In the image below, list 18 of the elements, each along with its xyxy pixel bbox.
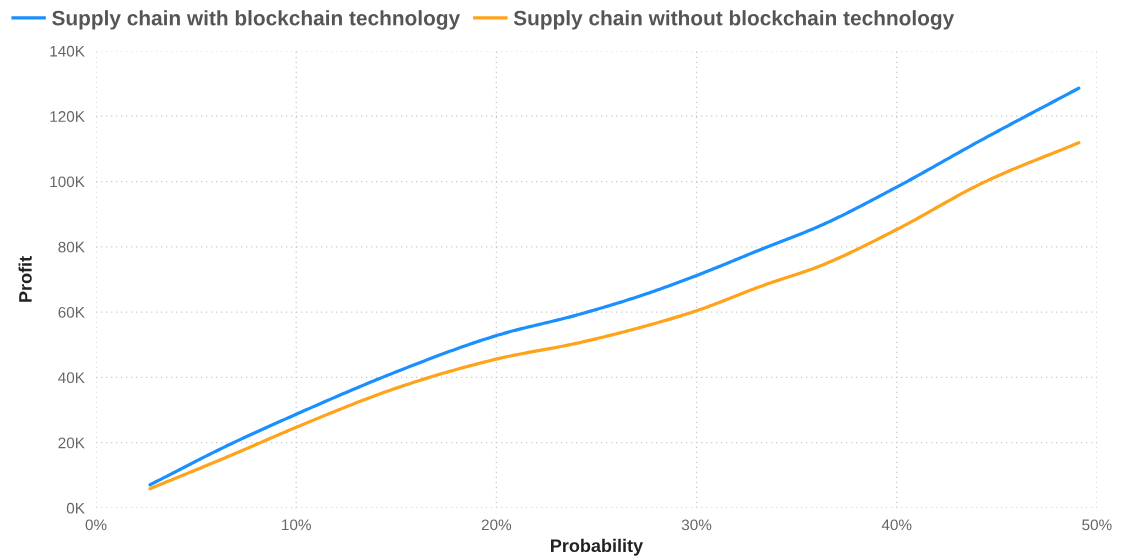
y-tick-label: 20K: [58, 437, 85, 449]
y-axis-title: Profit: [18, 256, 32, 302]
x-tick-label: 50%: [1082, 519, 1112, 531]
x-tick-label: 20%: [481, 519, 512, 531]
y-tick-label: 100K: [50, 176, 85, 188]
y-tick-label: 140K: [50, 45, 85, 57]
x-tick-label: 30%: [681, 519, 712, 531]
y-tick-label: 60K: [58, 306, 85, 318]
x-tick-label: 40%: [881, 519, 912, 531]
legend-label: Supply chain with blockchain technology: [52, 10, 461, 30]
y-tick-label: 80K: [58, 241, 85, 253]
x-tick-label: 10%: [282, 519, 311, 531]
x-axis-title: Probability: [551, 538, 644, 556]
y-tick-label: 0K: [66, 502, 85, 514]
y-tick-label: 40K: [58, 372, 85, 384]
legend-label: Supply chain without blockchain technology: [513, 10, 955, 30]
x-tick-label: 0%: [85, 519, 107, 531]
y-tick-label: 120K: [50, 111, 85, 122]
